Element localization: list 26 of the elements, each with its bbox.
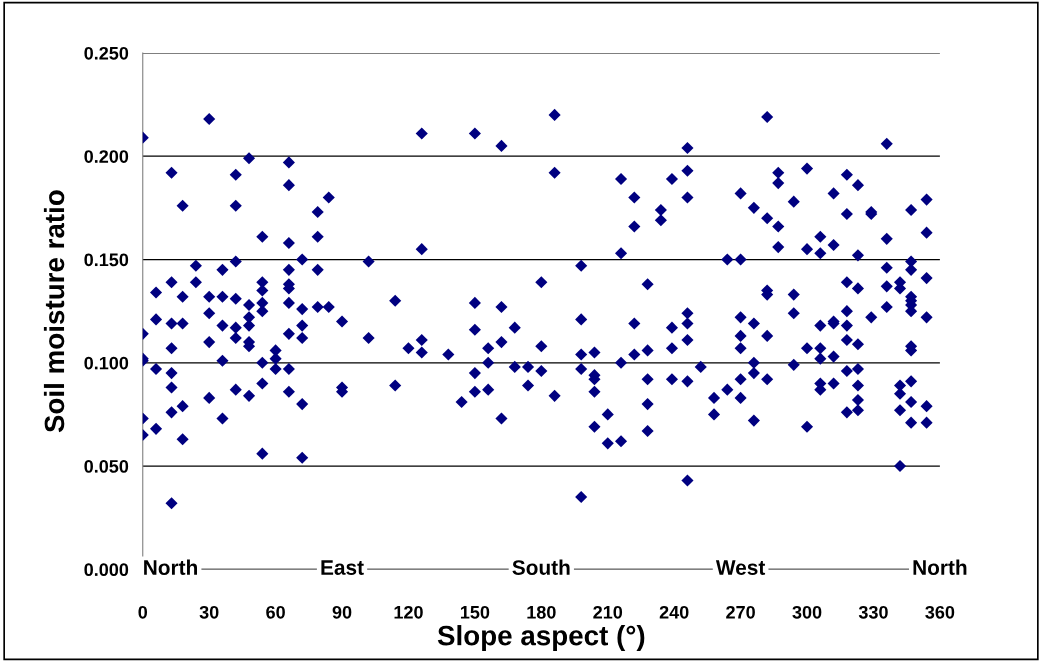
x-tick-label: 330 — [858, 605, 888, 619]
x-tick-label: 30 — [199, 605, 219, 619]
x-axis-title: Slope aspect (°) — [437, 625, 645, 651]
y-tick-label: 0.000 — [84, 563, 129, 577]
x-tick-label: 0 — [138, 605, 148, 619]
x-tick-label: 210 — [593, 605, 623, 619]
y-tick-label: 0.200 — [84, 150, 129, 163]
x-tick-label: 120 — [394, 605, 423, 619]
annotation: East — [321, 560, 364, 575]
y-tick-label: 0.100 — [84, 356, 129, 370]
x-tick-label: 90 — [332, 605, 352, 619]
annotation: South — [512, 559, 570, 575]
x-tick-label: 360 — [925, 605, 955, 619]
x-tick-label: 180 — [527, 605, 556, 619]
x-tick-label: 270 — [726, 605, 755, 619]
x-tick-label: 300 — [792, 605, 822, 619]
y-tick-label: 0.250 — [84, 46, 129, 60]
y-axis-title: Soil moisture ratio — [43, 190, 65, 433]
y-tick-label: 0.150 — [84, 253, 129, 267]
x-tick-label: 240 — [659, 605, 689, 619]
annotation: North — [144, 559, 198, 575]
annotation: North — [913, 559, 967, 575]
annotation: West — [715, 560, 766, 575]
x-tick-label: 150 — [460, 605, 490, 619]
y-tick-label: 0.050 — [84, 459, 129, 473]
x-tick-label: 60 — [266, 605, 285, 619]
